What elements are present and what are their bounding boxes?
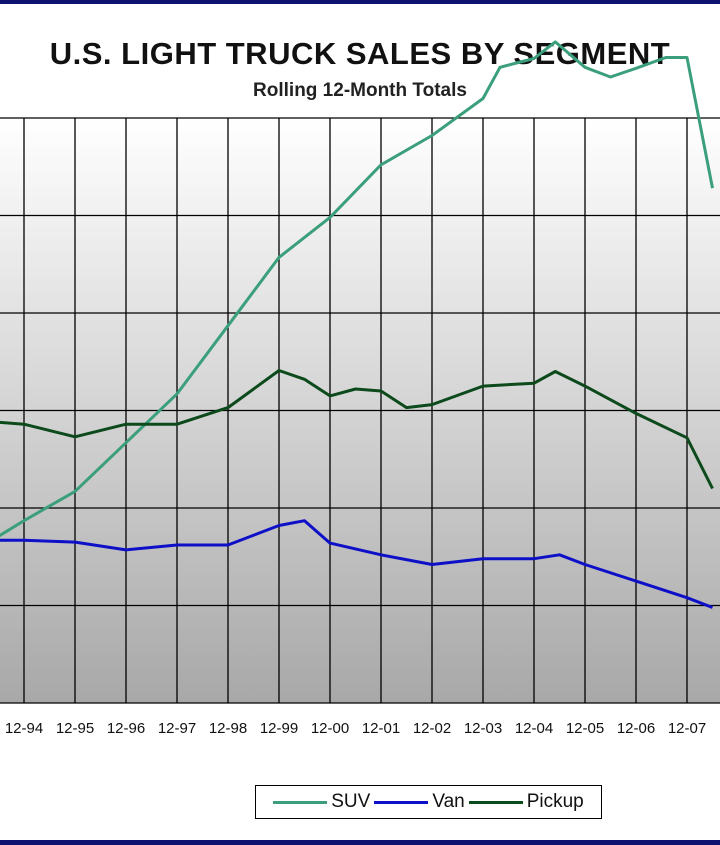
x-tick-label: 12-03 bbox=[464, 720, 502, 737]
x-tick-label: 12-07 bbox=[668, 720, 706, 737]
legend-label: Van bbox=[432, 791, 465, 812]
x-tick-label: 12-06 bbox=[617, 720, 655, 737]
chart-legend: SUV Van Pickup bbox=[255, 785, 602, 819]
chart-title: U.S. LIGHT TRUCK SALES BY SEGMENT bbox=[49, 36, 671, 71]
legend-label: SUV bbox=[331, 791, 371, 812]
x-tick-labels: 12-94 12-95 12-96 12-97 12-98 12-99 12-00 12-01… bbox=[5, 720, 706, 737]
legend-swatch bbox=[374, 800, 429, 804]
x-tick-label: 12-97 bbox=[158, 720, 196, 737]
x-tick-label: 12-96 bbox=[107, 720, 145, 737]
x-tick-label: 12-04 bbox=[515, 720, 553, 737]
x-tick-label: 12-00 bbox=[311, 720, 349, 737]
x-tick-label: 12-94 bbox=[5, 720, 43, 737]
series-lines bbox=[0, 40, 714, 609]
chart-subtitle: Rolling 12-Month Totals bbox=[253, 80, 467, 101]
x-tick-label: 12-95 bbox=[56, 720, 94, 737]
x-tick-label: 12-02 bbox=[413, 720, 451, 737]
legend-item-pickup: Pickup bbox=[468, 791, 584, 813]
series-line-pickup bbox=[0, 369, 714, 490]
series-line-suv bbox=[0, 40, 714, 538]
legend-item-van: Van bbox=[374, 791, 465, 813]
x-tick-label: 12-01 bbox=[362, 720, 400, 737]
legend-swatch bbox=[273, 800, 328, 804]
legend-item-suv: SUV bbox=[273, 791, 370, 813]
legend-label: Pickup bbox=[526, 791, 584, 812]
x-tick-label: 12-99 bbox=[260, 720, 298, 737]
legend-swatch bbox=[468, 800, 523, 804]
x-tick-label: 12-98 bbox=[209, 720, 247, 737]
x-tick-label: 12-05 bbox=[566, 720, 604, 737]
series-line-van bbox=[0, 519, 714, 609]
